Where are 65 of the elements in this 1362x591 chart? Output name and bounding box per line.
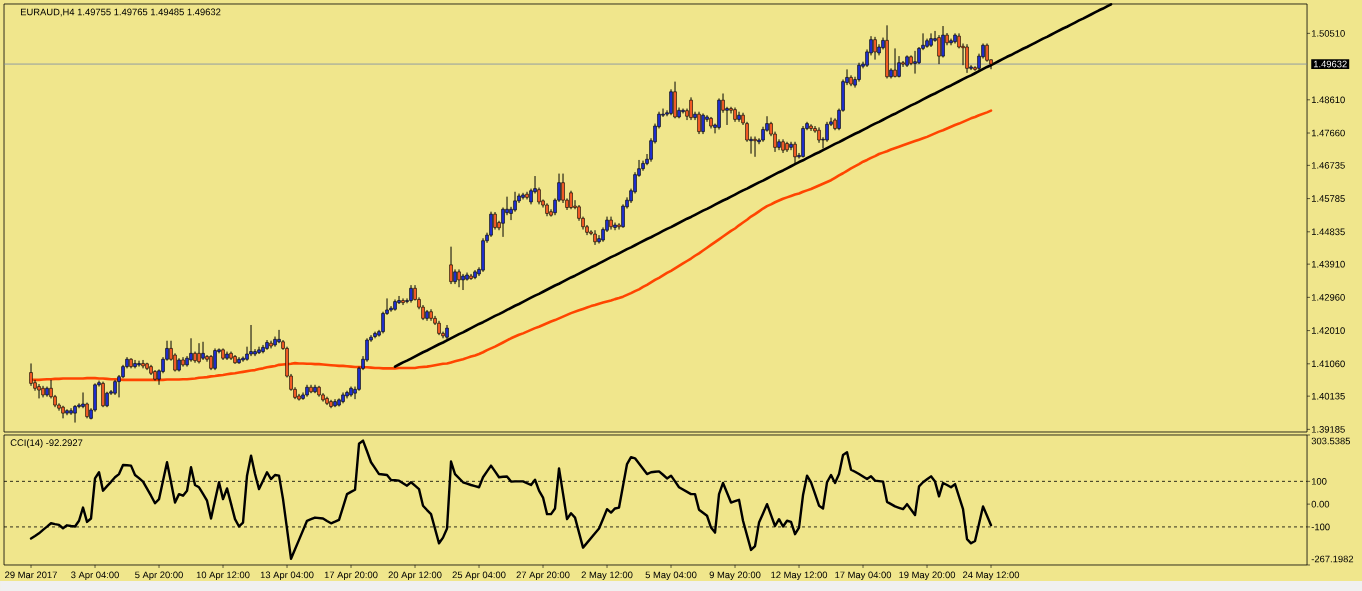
candlestick (101, 381, 105, 408)
x-tick-label: 24 May 12:00 (963, 571, 1020, 581)
candlestick (141, 359, 145, 369)
candlestick (737, 111, 741, 123)
y-tick-label: 100 (1311, 478, 1327, 485)
x-tick-label: 13 Apr 04:00 (260, 571, 314, 581)
candlestick (893, 47, 897, 78)
candlestick (985, 43, 989, 63)
candlestick (669, 88, 673, 116)
ref-line-label: 1.49632 (1313, 60, 1347, 68)
x-tick-label: 10 Apr 12:00 (196, 571, 250, 581)
candlestick (873, 36, 877, 61)
y-tick-label: 1.39185 (1311, 426, 1345, 433)
y-tick-label: 1.40135 (1311, 392, 1345, 400)
candlestick (913, 50, 917, 75)
x-tick-label: 17 May 04:00 (835, 571, 892, 581)
candlestick (137, 360, 141, 368)
y-tick-label: 1.46735 (1311, 162, 1345, 169)
candlestick (249, 324, 253, 357)
candlestick (201, 341, 205, 361)
y-tick-label: 1.44835 (1311, 228, 1345, 236)
candlestick (937, 34, 941, 65)
candlestick (133, 359, 137, 369)
y-tick-label: 303.5385 (1311, 437, 1351, 445)
chart-title: EURAUD,H4 1.49755 1.49765 1.49485 1.49632 (20, 8, 221, 17)
x-tick-label: 9 May 20:00 (709, 571, 761, 581)
y-tick-label: 1.42010 (1311, 327, 1345, 334)
chart-title: CCI(14) -92.2927 (10, 439, 83, 448)
candlestick (569, 190, 573, 210)
x-tick-label: 29 Mar 2017 (5, 571, 57, 579)
candlestick (29, 362, 33, 387)
y-tick-label: 1.43910 (1311, 260, 1345, 268)
y-tick-label: 1.47660 (1311, 129, 1345, 137)
y-tick-label: 1.42960 (1311, 294, 1345, 301)
x-tick-label: 25 Apr 04:00 (452, 571, 506, 581)
candlestick (73, 404, 77, 424)
x-tick-label: 20 Apr 12:00 (388, 571, 442, 581)
candlestick (753, 136, 757, 158)
candlestick (401, 297, 405, 306)
y-tick-label: 1.50510 (1311, 30, 1345, 37)
candlestick (965, 43, 969, 74)
x-tick-label: 2 May 12:00 (581, 571, 633, 581)
y-tick-label: 1.45785 (1311, 195, 1345, 202)
x-tick-label: 27 Apr 20:00 (516, 571, 570, 581)
candlestick (793, 141, 797, 164)
x-tick-label: 3 Apr 04:00 (71, 571, 119, 581)
x-tick-label: 17 Apr 20:00 (324, 571, 378, 581)
x-tick-label: 12 May 12:00 (771, 571, 828, 581)
y-tick-label: 0.00 (1311, 500, 1330, 508)
candlestick (701, 112, 705, 135)
y-tick-label: 1.48610 (1311, 96, 1345, 104)
candlestick (197, 342, 201, 364)
y-tick-label: -267.1982 (1311, 555, 1354, 563)
x-tick-label: 19 May 20:00 (899, 571, 956, 581)
candlestick (697, 111, 701, 135)
candlestick (213, 347, 217, 371)
candlestick (37, 383, 41, 399)
x-tick-label: 5 Apr 20:00 (135, 571, 183, 581)
candlestick (449, 246, 453, 285)
candlestick (189, 337, 193, 363)
candlestick (461, 273, 465, 291)
x-tick-label: 5 May 04:00 (645, 571, 697, 581)
y-tick-label: -100 (1311, 523, 1330, 531)
candlestick (689, 96, 693, 121)
y-tick-label: 1.41060 (1311, 360, 1345, 368)
